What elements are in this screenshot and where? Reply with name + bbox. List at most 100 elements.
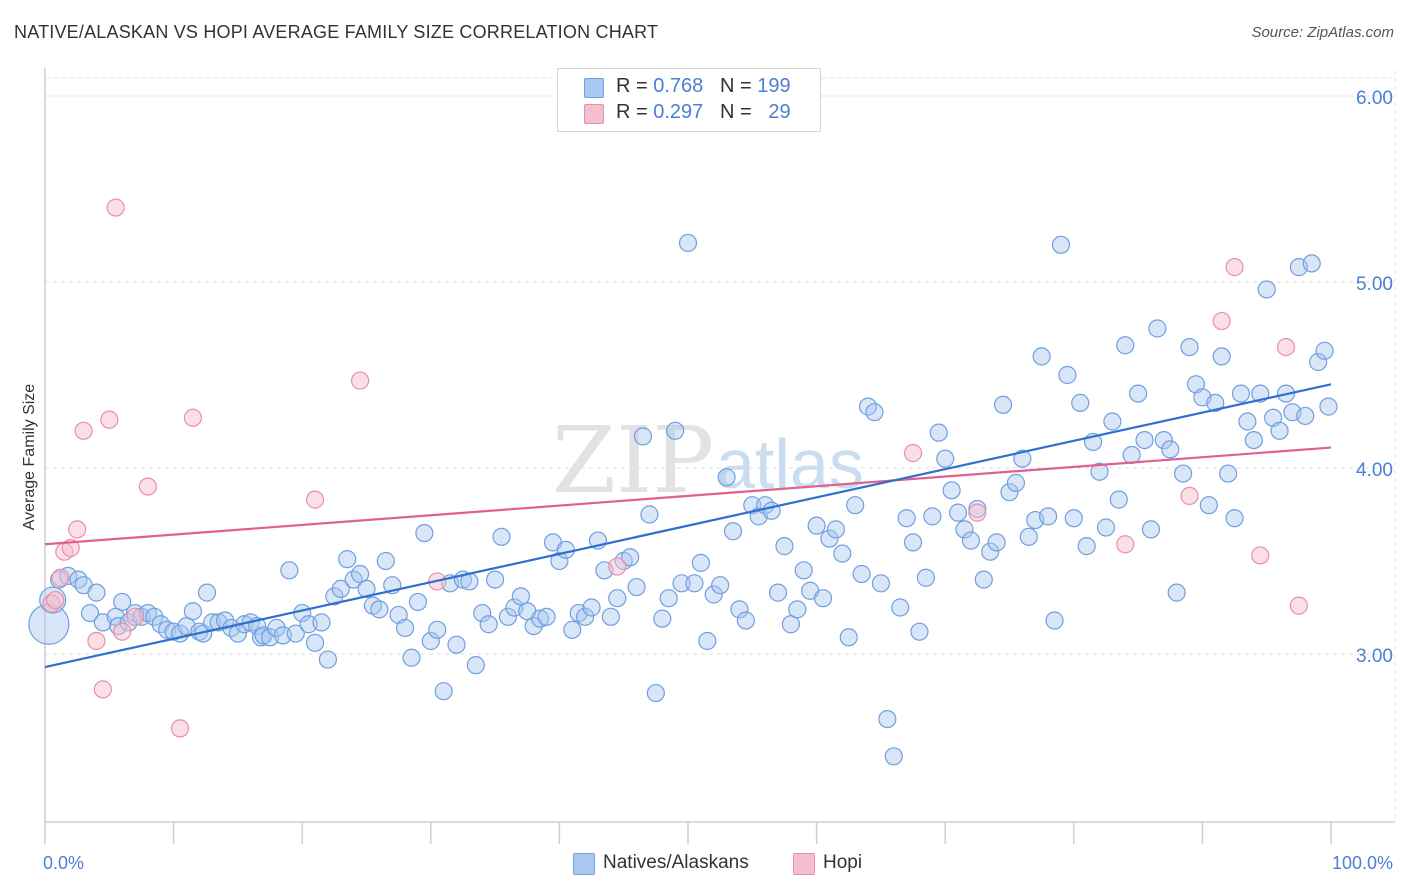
series-natives-points bbox=[28, 233, 1338, 766]
natives-point bbox=[794, 561, 813, 580]
hopi-point bbox=[305, 490, 325, 509]
y-tick-label: 4.00 bbox=[1356, 460, 1393, 481]
hopi-point bbox=[74, 421, 93, 440]
natives-point bbox=[698, 631, 717, 651]
natives-point bbox=[550, 551, 569, 571]
natives-point bbox=[1051, 235, 1071, 254]
natives-point bbox=[1071, 393, 1090, 412]
natives-point bbox=[955, 520, 974, 539]
natives-point bbox=[981, 542, 1000, 561]
hopi-point bbox=[183, 408, 202, 427]
natives-point bbox=[672, 574, 691, 593]
natives-point bbox=[936, 449, 955, 468]
natives-point bbox=[1302, 254, 1321, 273]
natives-point bbox=[1116, 336, 1135, 355]
hopi-point bbox=[1251, 546, 1270, 565]
natives-point bbox=[1219, 464, 1238, 483]
natives-point bbox=[1148, 319, 1167, 338]
natives-point bbox=[884, 747, 903, 766]
natives-point bbox=[447, 635, 466, 654]
natives-point bbox=[1006, 473, 1026, 492]
natives-point bbox=[846, 496, 865, 515]
hopi-point bbox=[1180, 486, 1199, 505]
natives-point bbox=[197, 583, 217, 602]
natives-point bbox=[717, 468, 736, 487]
natives-point bbox=[1167, 583, 1186, 602]
natives-point bbox=[730, 600, 749, 619]
natives-point bbox=[916, 568, 936, 587]
natives-point bbox=[338, 550, 357, 569]
natives-point bbox=[1231, 384, 1251, 403]
natives-point bbox=[1038, 507, 1058, 526]
legend-row-natives: R = 0.768 N = 199 bbox=[558, 75, 791, 101]
natives-point bbox=[704, 585, 723, 604]
hopi-point bbox=[1116, 535, 1135, 554]
bottom-legend-label-natives: Natives/Alaskans bbox=[603, 852, 749, 873]
natives-point bbox=[736, 611, 755, 630]
natives-point bbox=[1206, 393, 1225, 412]
bottom-legend-label-hopi: Hopi bbox=[823, 852, 863, 873]
natives-point bbox=[1122, 445, 1141, 465]
hopi-point bbox=[350, 371, 370, 390]
natives-point bbox=[871, 574, 891, 593]
hopi-point bbox=[1289, 596, 1308, 615]
natives-point bbox=[280, 561, 299, 580]
legend-r-label: R = bbox=[616, 75, 654, 97]
natives-point bbox=[524, 616, 543, 636]
natives-point bbox=[370, 600, 389, 619]
natives-point bbox=[421, 631, 440, 651]
natives-point bbox=[113, 592, 132, 612]
correlation-legend: R = 0.768 N = 199 R = 0.297 N = 29 bbox=[557, 68, 821, 132]
natives-point bbox=[1270, 421, 1289, 440]
natives-point bbox=[556, 540, 575, 559]
natives-point bbox=[743, 496, 762, 515]
natives-point bbox=[434, 682, 453, 701]
natives-point bbox=[627, 577, 646, 597]
natives-point bbox=[1180, 338, 1199, 357]
natives-point bbox=[826, 520, 845, 539]
natives-point bbox=[1019, 527, 1038, 546]
natives-point bbox=[987, 533, 1006, 552]
natives-point bbox=[768, 583, 788, 602]
y-tick-label: 6.00 bbox=[1356, 88, 1393, 109]
natives-point bbox=[833, 544, 852, 563]
natives-point bbox=[145, 607, 164, 626]
natives-point bbox=[402, 648, 421, 667]
natives-point bbox=[1064, 509, 1083, 528]
bottom-legend-swatch-hopi bbox=[793, 853, 815, 875]
natives-point bbox=[1135, 431, 1154, 450]
natives-point bbox=[395, 618, 415, 638]
natives-point bbox=[376, 551, 395, 571]
natives-point bbox=[633, 427, 653, 446]
natives-point bbox=[1090, 462, 1109, 481]
hopi-point bbox=[113, 622, 132, 641]
legend-swatch-natives bbox=[584, 78, 604, 98]
natives-point bbox=[87, 583, 106, 602]
source-credit: Source: ZipAtlas.com bbox=[1251, 24, 1394, 41]
natives-point bbox=[1244, 431, 1263, 450]
natives-point bbox=[473, 603, 492, 623]
legend-n-value-natives: 199 bbox=[757, 75, 791, 97]
hopi-point bbox=[1212, 311, 1231, 331]
natives-point bbox=[1058, 365, 1077, 385]
watermark-atlas: atlas bbox=[716, 425, 864, 503]
natives-point bbox=[659, 589, 678, 608]
natives-point bbox=[1212, 347, 1231, 366]
natives-point bbox=[325, 587, 344, 606]
legend-swatch-hopi bbox=[584, 104, 604, 124]
natives-point bbox=[1077, 537, 1096, 556]
hopi-point bbox=[138, 477, 157, 496]
natives-point bbox=[466, 656, 485, 675]
natives-point bbox=[775, 537, 794, 556]
natives-point bbox=[1109, 490, 1128, 509]
natives-point bbox=[531, 609, 550, 628]
natives-point bbox=[666, 421, 685, 440]
hopi-point bbox=[170, 719, 190, 738]
y-tick-label: 5.00 bbox=[1356, 274, 1393, 295]
natives-point bbox=[1257, 280, 1276, 299]
natives-point bbox=[492, 527, 511, 546]
natives-point bbox=[903, 533, 923, 552]
natives-point bbox=[331, 579, 350, 599]
natives-point bbox=[305, 633, 325, 652]
natives-point bbox=[1013, 449, 1032, 468]
